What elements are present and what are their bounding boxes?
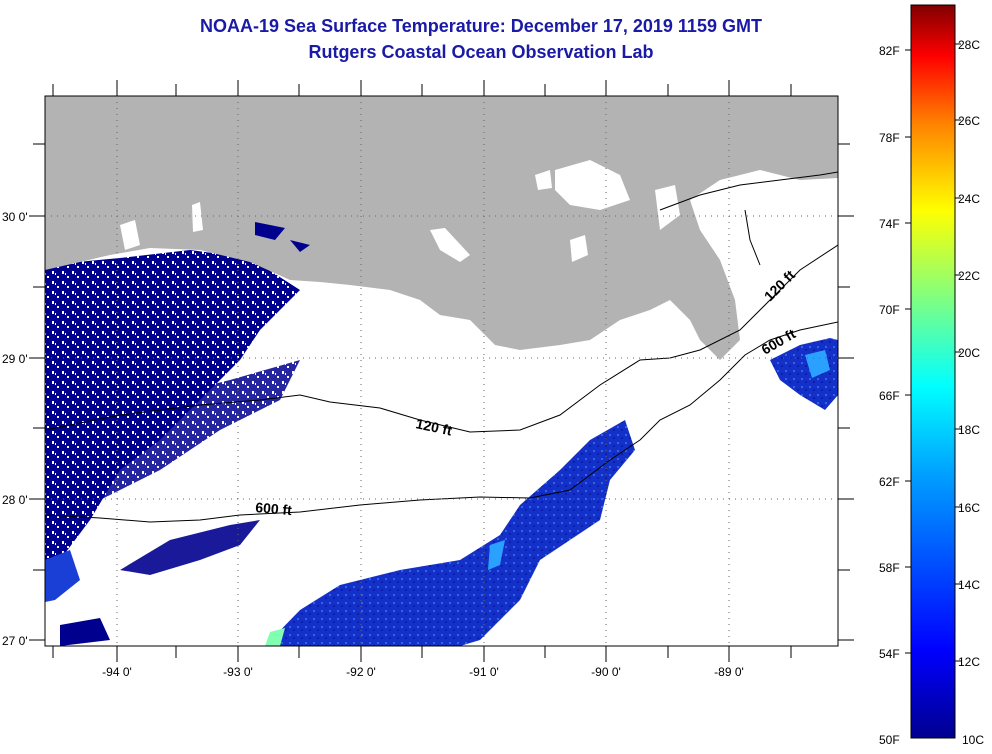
contour-120ft	[45, 244, 838, 433]
colorbar-f-74: 74F	[879, 217, 900, 231]
colorbar-f-62: 62F	[879, 475, 900, 489]
colorbar-c-18: 18C	[958, 423, 980, 437]
colorbar-c-24: 24C	[958, 192, 980, 206]
sst-patch-east-warm	[805, 350, 830, 378]
contour-label-120ft-central: 120 ft	[414, 415, 453, 438]
lon-label-89: -89 0'	[714, 665, 744, 679]
lat-label-28: 28 0'	[2, 493, 28, 507]
lake-6	[192, 202, 203, 232]
colorbar-f-50: 50F	[879, 733, 900, 747]
sst-cold-west-band	[45, 360, 300, 520]
contour-label-600ft-west: 600 ft	[255, 499, 293, 518]
lon-label-92: -92 0'	[346, 665, 376, 679]
lake-1	[555, 160, 630, 210]
lake-2	[535, 170, 552, 190]
lon-label-93: -93 0'	[223, 665, 253, 679]
colorbar-ticks	[905, 43, 961, 662]
sst-warm-spot	[265, 628, 285, 646]
sst-mid-spot	[488, 540, 505, 570]
lon-label-90: -90 0'	[591, 665, 621, 679]
colorbar-c-10: 10C	[962, 733, 984, 747]
colorbar-c-20: 20C	[958, 346, 980, 360]
colorbar-c-12: 12C	[958, 655, 980, 669]
colorbar-f-58: 58F	[879, 561, 900, 575]
colorbar-c-26: 26C	[958, 114, 980, 128]
land-mass	[45, 96, 838, 360]
sst-patch-sw	[45, 550, 80, 602]
lon-label-91: -91 0'	[469, 665, 499, 679]
lake-cold-2	[290, 240, 310, 252]
lake-cold-1	[255, 222, 285, 240]
grid-lines	[45, 96, 838, 646]
lat-label-30: 30 0'	[2, 210, 28, 224]
colorbar-f-54: 54F	[879, 647, 900, 661]
colorbar-f-82: 82F	[879, 44, 900, 58]
colorbar-c-14: 14C	[958, 578, 980, 592]
map-title: NOAA-19 Sea Surface Temperature: Decembe…	[200, 16, 762, 36]
colorbar-f-66: 66F	[879, 389, 900, 403]
colorbar-f-70: 70F	[879, 303, 900, 317]
colorbar-c-28: 28C	[958, 38, 980, 52]
colorbar-f-78: 78F	[879, 131, 900, 145]
lon-label-94: -94 0'	[102, 665, 132, 679]
contour-coast-upper	[659, 171, 838, 211]
lat-label-29: 29 0'	[2, 352, 28, 366]
colorbar-c-22: 22C	[958, 269, 980, 283]
lake-3	[570, 235, 588, 262]
axis-ticks	[29, 80, 854, 662]
colorbar	[910, 4, 956, 739]
lake-4	[430, 228, 470, 262]
contour-delta	[744, 209, 761, 266]
lat-label-27: 27 0'	[2, 634, 28, 648]
sst-patch-bottom-left	[60, 618, 110, 646]
lake-5	[120, 220, 140, 250]
sst-band-southeast	[265, 420, 635, 646]
sst-patch-mid	[120, 520, 260, 575]
contour-600ft	[45, 321, 838, 523]
map-frame	[44, 95, 839, 647]
map-subtitle: Rutgers Coastal Ocean Observation Lab	[308, 42, 654, 62]
colorbar-c-16: 16C	[958, 501, 980, 515]
